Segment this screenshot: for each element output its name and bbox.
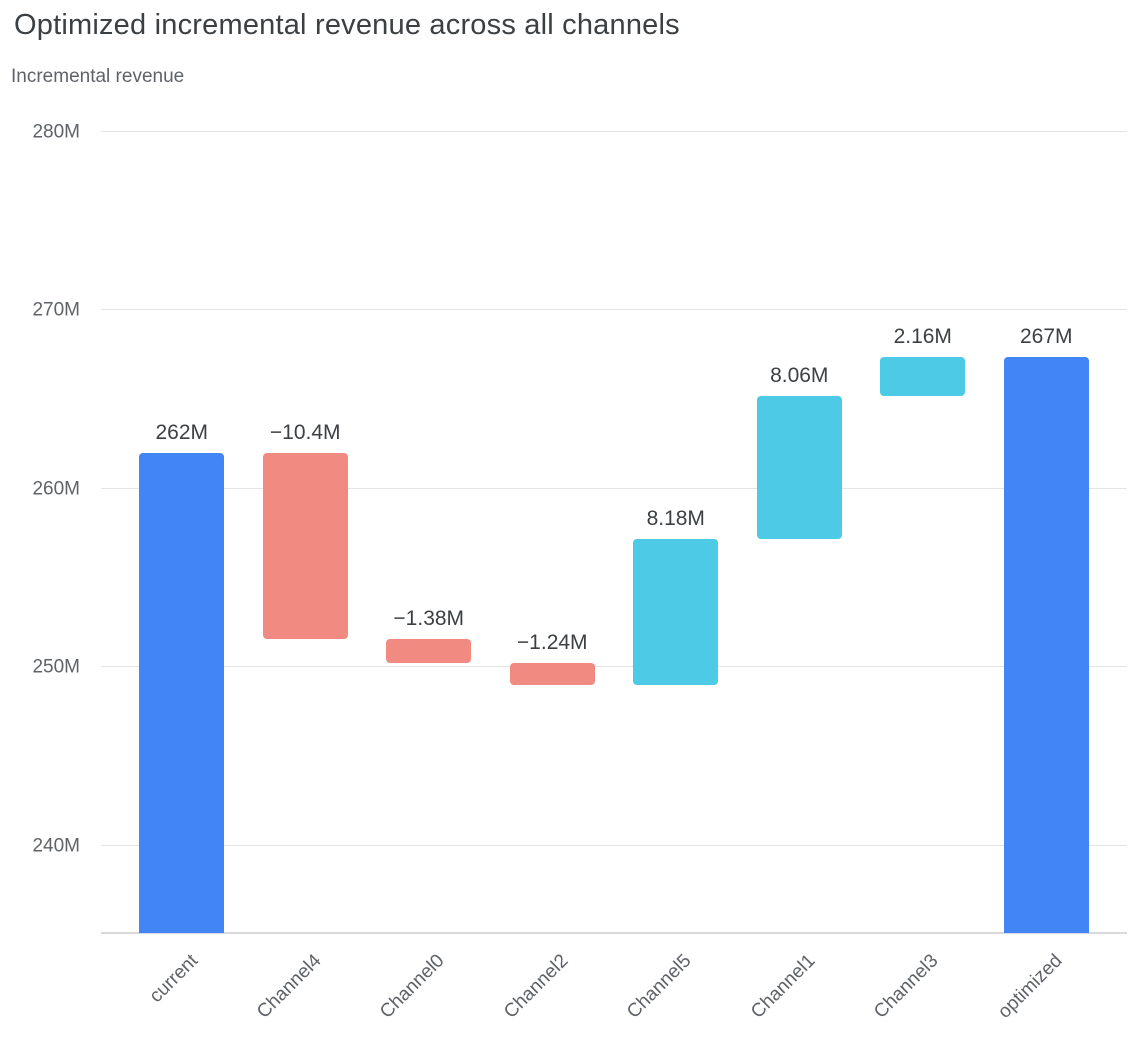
bar-Channel5[interactable] [633, 539, 719, 686]
gridline-250M [101, 666, 1127, 668]
gridline-260M [101, 487, 1127, 489]
x-axis-label-Channel0: Channel0 [376, 950, 449, 1023]
gridline-280M [101, 131, 1127, 132]
bar-value-label-Channel2: −1.24M [516, 631, 588, 655]
y-axis-tick-260M: 260M [32, 478, 80, 500]
bar-Channel3[interactable] [880, 357, 966, 396]
y-axis-tick-280M: 280M [32, 121, 80, 143]
bar-Channel2[interactable] [509, 663, 595, 686]
plot-area: 240M 250M 260M 270M 280M 262M current −10.4M Cha… [32, 123, 1127, 1023]
bar-value-label-optimized: 267M [1019, 325, 1073, 349]
bar-value-label-Channel3: 2.16M [893, 325, 952, 349]
gridline-270M [101, 309, 1127, 311]
x-axis-label-Channel1: Channel1 [747, 950, 820, 1023]
x-axis-label-Channel5: Channel5 [623, 950, 696, 1023]
gridline-240M [101, 844, 1127, 846]
x-axis-label-current: current [145, 950, 202, 1007]
bar-value-label-Channel4: −10.4M [269, 421, 341, 445]
bar-current[interactable] [139, 453, 225, 933]
bar-Channel1[interactable] [756, 395, 842, 540]
bar-Channel0[interactable] [386, 638, 472, 664]
x-axis-label-Channel3: Channel3 [870, 950, 943, 1023]
bar-value-label-current: 262M [155, 421, 209, 445]
bar-value-label-Channel5: 8.18M [646, 507, 705, 531]
bar-Channel4[interactable] [262, 453, 348, 639]
x-axis-line [101, 932, 1127, 934]
y-axis-tick-270M: 270M [32, 299, 80, 321]
chart-subtitle: Incremental revenue [11, 66, 185, 87]
chart-title: Optimized incremental revenue across all… [14, 9, 680, 41]
x-axis-label-Channel4: Channel4 [253, 950, 326, 1023]
bar-value-label-Channel1: 8.06M [770, 363, 829, 387]
bar-optimized[interactable] [1003, 357, 1089, 933]
x-axis-label-Channel2: Channel2 [500, 950, 573, 1023]
y-axis-tick-250M: 250M [32, 656, 80, 678]
x-axis-label-optimized: optimized [994, 950, 1067, 1023]
bar-value-label-Channel0: −1.38M [393, 606, 465, 630]
y-axis-tick-240M: 240M [32, 835, 80, 857]
